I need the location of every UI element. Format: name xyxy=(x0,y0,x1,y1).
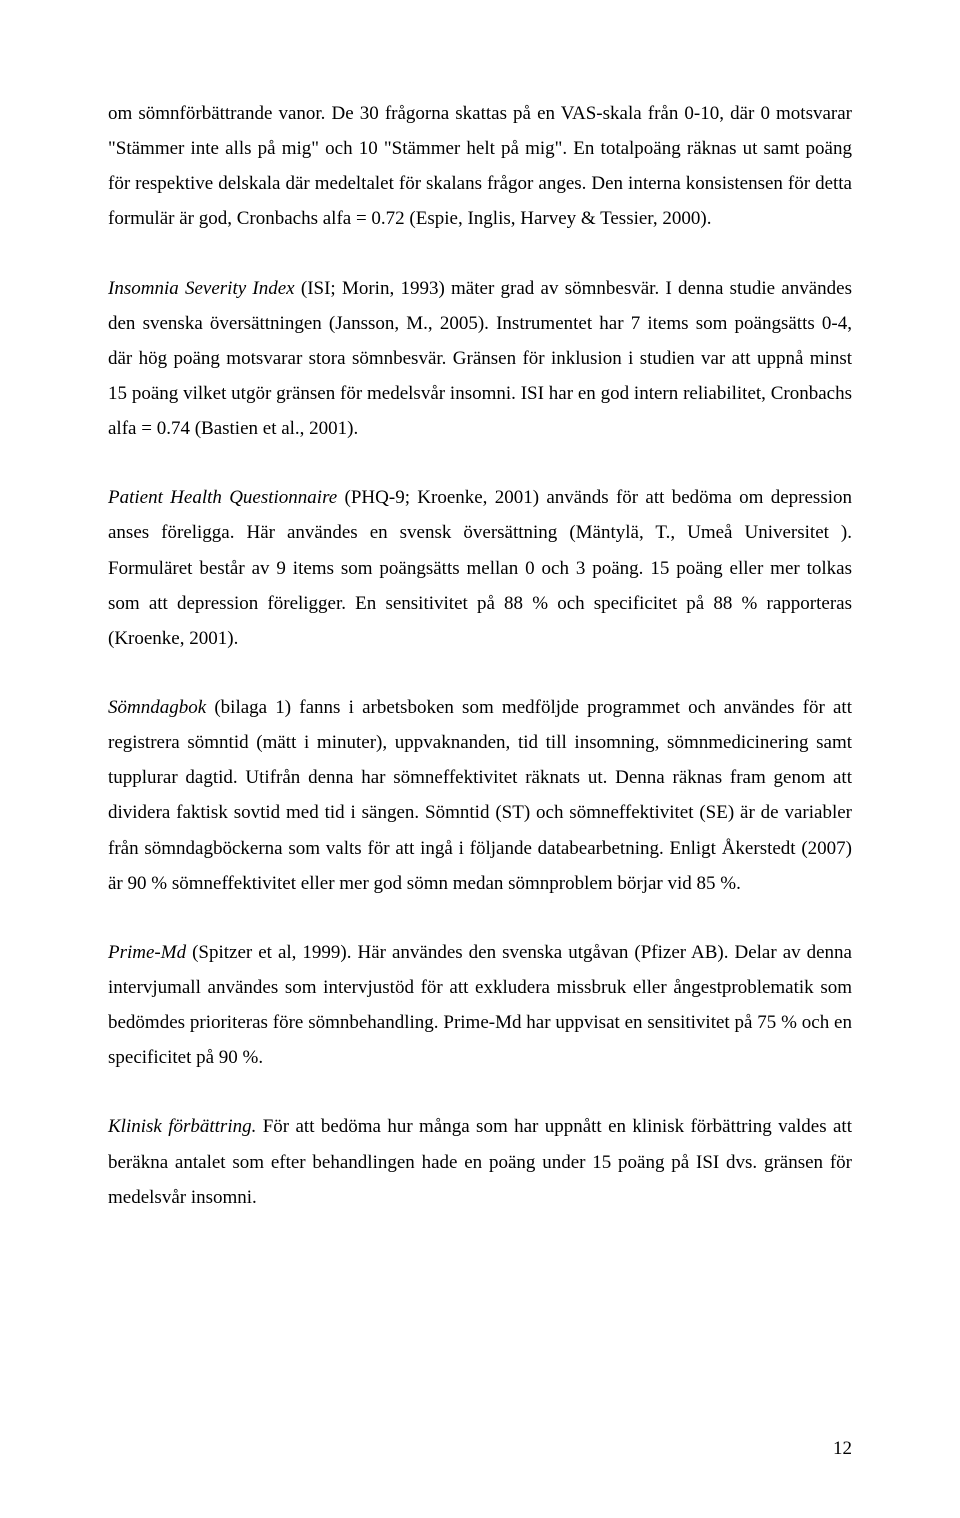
paragraph-3-rest: (PHQ-9; Kroenke, 2001) används för att b… xyxy=(108,487,852,649)
paragraph-5: Prime-Md (Spitzer et al, 1999). Här anvä… xyxy=(108,935,852,1076)
paragraph-6: Klinisk förbättring. För att bedöma hur … xyxy=(108,1109,852,1214)
paragraph-3: Patient Health Questionnaire (PHQ-9; Kro… xyxy=(108,480,852,656)
paragraph-3-lead: Patient Health Questionnaire xyxy=(108,487,337,508)
paragraph-1: om sömnförbättrande vanor. De 30 frågorn… xyxy=(108,96,852,237)
paragraph-2: Insomnia Severity Index (ISI; Morin, 199… xyxy=(108,271,852,447)
paragraph-2-lead: Insomnia Severity Index xyxy=(108,278,295,299)
document-page: om sömnförbättrande vanor. De 30 frågorn… xyxy=(0,0,960,1518)
paragraph-5-lead: Prime-Md xyxy=(108,942,186,963)
paragraph-4-lead: Sömndagbok xyxy=(108,697,206,718)
paragraph-4: Sömndagbok (bilaga 1) fanns i arbetsboke… xyxy=(108,690,852,901)
paragraph-1-text: om sömnförbättrande vanor. De 30 frågorn… xyxy=(108,103,852,229)
paragraph-6-lead: Klinisk förbättring. xyxy=(108,1116,256,1137)
paragraph-4-rest: (bilaga 1) fanns i arbetsboken som medfö… xyxy=(108,697,852,894)
paragraph-5-rest: (Spitzer et al, 1999). Här användes den … xyxy=(108,942,852,1068)
paragraph-2-rest: (ISI; Morin, 1993) mäter grad av sömnbes… xyxy=(108,278,852,440)
page-number: 12 xyxy=(833,1438,852,1460)
